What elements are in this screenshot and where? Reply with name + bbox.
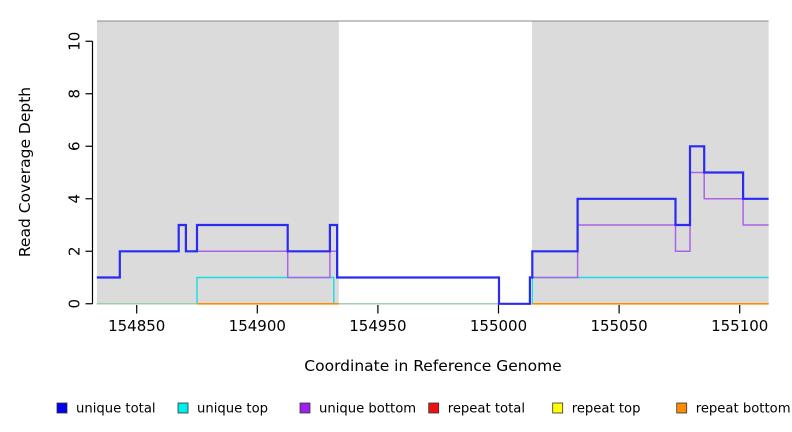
- legend-swatch-unique-total: [56, 402, 68, 414]
- y-tick-label: 4: [66, 194, 84, 204]
- x-axis-title: Coordinate in Reference Genome: [304, 357, 562, 375]
- legend-swatch-repeat-bottom: [676, 402, 688, 414]
- x-tick-label: 155000: [470, 317, 527, 335]
- legend-swatch-unique-top: [177, 402, 189, 414]
- series-unique-total: [96, 145, 769, 305]
- legend-label-unique-bottom: unique bottom: [319, 402, 416, 417]
- legend-swatch-repeat-total: [428, 402, 440, 414]
- legend-swatch-repeat-top: [552, 402, 564, 414]
- x-tick-label: 154900: [229, 317, 286, 335]
- legend-label-repeat-top: repeat top: [572, 402, 641, 417]
- repeat-region-left: [96, 21, 339, 304]
- legend-label-repeat-total: repeat total: [448, 402, 525, 417]
- y-tick-label: 10: [66, 32, 84, 51]
- y-tick-label: 0: [66, 299, 84, 309]
- x-tick-label: 154850: [108, 317, 165, 335]
- y-axis-title: Read Coverage Depth: [16, 86, 34, 258]
- legend-label-unique-top: unique top: [197, 402, 268, 417]
- y-tick-label: 2: [66, 246, 84, 256]
- legend-label-unique-total: unique total: [76, 402, 156, 417]
- series-unique-top: [96, 276, 769, 305]
- repeat-region-right: [532, 21, 769, 304]
- x-tick-label: 154950: [349, 317, 406, 335]
- y-tick-label: 8: [66, 89, 84, 99]
- legend-label-repeat-bottom: repeat bottom: [696, 402, 791, 417]
- legend-swatch-unique-bottom: [299, 402, 311, 414]
- y-tick-label: 6: [66, 141, 84, 151]
- x-tick-label: 155050: [590, 317, 647, 335]
- x-tick-label: 155100: [711, 317, 768, 335]
